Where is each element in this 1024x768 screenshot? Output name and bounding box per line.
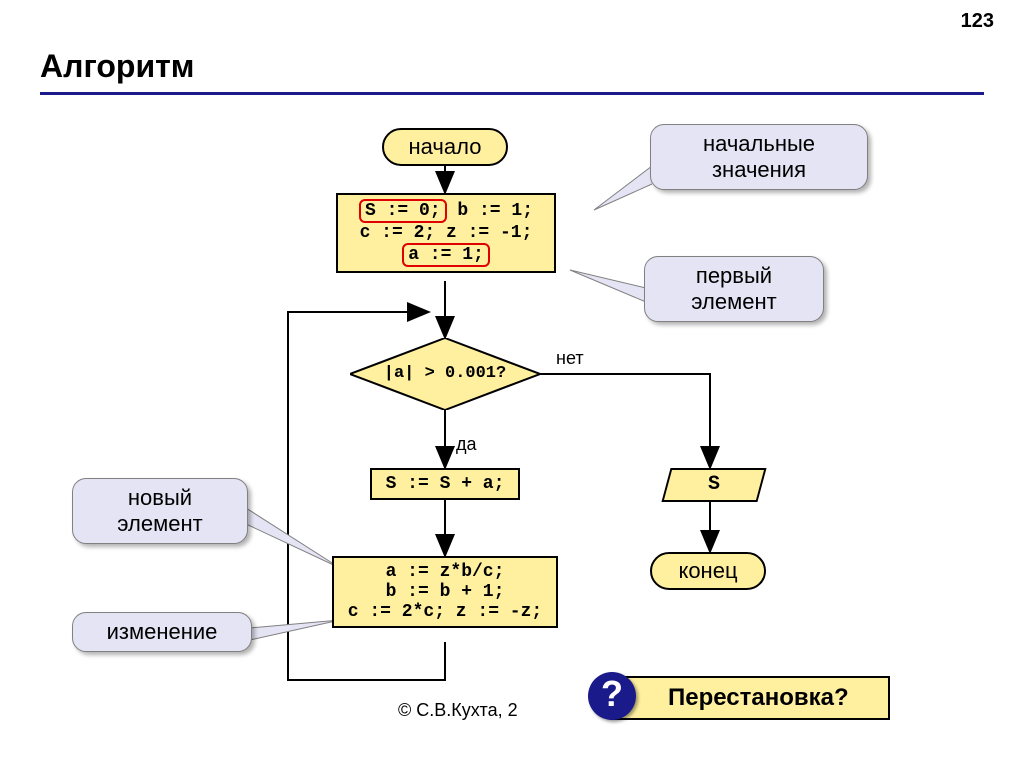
- callout-new-line1: новый: [73, 485, 247, 511]
- title-underline: [40, 92, 984, 95]
- callout-first-line2: элемент: [645, 289, 823, 315]
- question-text: Перестановка?: [668, 684, 849, 711]
- callout-initial-line1: начальные: [651, 131, 867, 157]
- callout-new-element: новый элемент: [72, 478, 248, 544]
- output-node: S: [661, 468, 766, 502]
- question-box: Перестановка?: [610, 676, 890, 720]
- update-line3: c := 2*c; z := -z;: [338, 602, 552, 622]
- callout-new-line2: элемент: [73, 511, 247, 537]
- init-line1-rest: b := 1;: [447, 201, 533, 221]
- callout-first-element: первый элемент: [644, 256, 824, 322]
- callout-first-line1: первый: [645, 263, 823, 289]
- page-number: 123: [961, 10, 994, 33]
- callout-initial-values: начальные значения: [650, 124, 868, 190]
- callout-change: изменение: [72, 612, 252, 652]
- flowchart-canvas: начало S := 0; b := 1; c := 2; z := -1; …: [0, 100, 1024, 740]
- copyright-text: © С.В.Кухта, 2: [398, 700, 518, 721]
- decision-label: |a| > 0.001?: [350, 364, 540, 383]
- update-line2: b := b + 1;: [338, 582, 552, 602]
- init-line2: c := 2; z := -1;: [342, 223, 550, 243]
- sum-process: S := S + a;: [370, 468, 520, 500]
- update-process: a := z*b/c; b := b + 1; c := 2*c; z := -…: [332, 556, 558, 628]
- end-terminator: конец: [650, 552, 766, 590]
- start-terminator: начало: [382, 128, 508, 166]
- edge-label-no: нет: [556, 348, 584, 369]
- update-line1: a := z*b/c;: [338, 562, 552, 582]
- output-label: S: [708, 470, 720, 500]
- edge-label-yes: да: [456, 434, 477, 455]
- start-label: начало: [409, 134, 482, 159]
- callout-change-text: изменение: [107, 619, 218, 644]
- callout-initial-line2: значения: [651, 157, 867, 183]
- end-label: конец: [678, 558, 737, 583]
- question-mark-icon: ?: [588, 672, 636, 720]
- decision-node: |a| > 0.001?: [350, 338, 540, 410]
- page-title: Алгоритм: [40, 48, 194, 85]
- init-process: S := 0; b := 1; c := 2; z := -1; a := 1;: [336, 193, 556, 273]
- sum-label: S := S + a;: [386, 474, 505, 494]
- init-highlight-a: a := 1;: [402, 243, 490, 267]
- init-highlight-s: S := 0;: [359, 199, 447, 223]
